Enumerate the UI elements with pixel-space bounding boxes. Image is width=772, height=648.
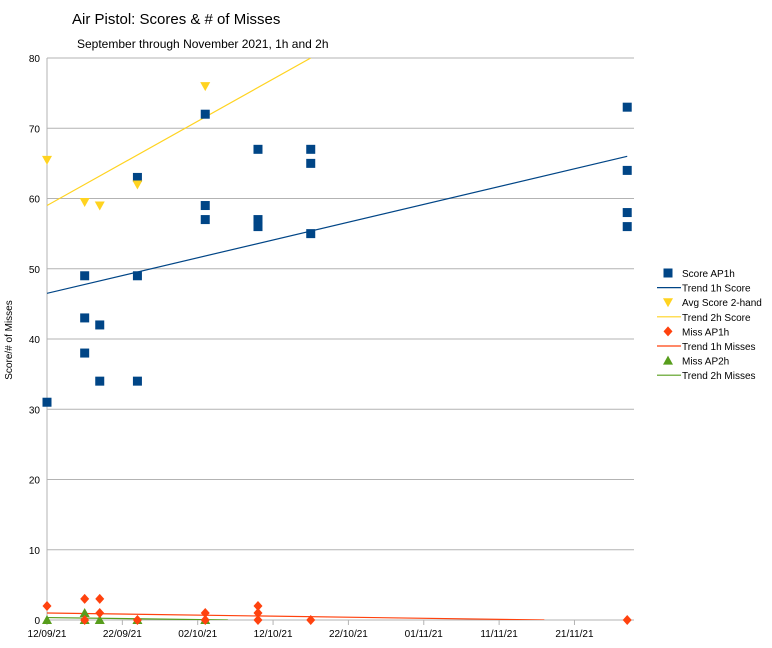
data-point [95, 320, 105, 330]
y-tick-label: 50 [29, 265, 41, 276]
legend-label: Trend 2h Misses [682, 371, 756, 382]
x-tick-label: 12/09/21 [28, 629, 67, 640]
legend-label: Miss AP1h [682, 327, 729, 338]
data-point [94, 615, 105, 624]
data-point [622, 208, 632, 218]
data-point [80, 348, 90, 358]
data-point [200, 615, 210, 625]
legend-label: Trend 1h Misses [682, 342, 756, 353]
data-point [306, 229, 316, 239]
data-point [253, 600, 263, 611]
trend-line [47, 58, 312, 207]
y-tick-label: 70 [29, 124, 41, 135]
data-point [253, 222, 263, 232]
legend-label: Trend 1h Score [682, 284, 751, 295]
data-point [42, 155, 52, 165]
y-tick-label: 0 [34, 616, 40, 627]
data-point [132, 271, 142, 281]
data-point [132, 172, 142, 182]
y-axis-label: Score/# of Misses [4, 300, 15, 379]
data-point [95, 607, 105, 618]
data-point [253, 615, 263, 625]
x-tick-label: 21/11/21 [555, 629, 594, 640]
chart-subtitle: September through November 2021, 1h and … [77, 37, 329, 51]
data-point [80, 271, 90, 281]
y-tick-label: 40 [29, 335, 41, 346]
y-tick-label: 60 [29, 195, 41, 206]
legend-swatch [663, 298, 673, 308]
data-point [622, 222, 632, 232]
data-point [200, 82, 211, 92]
legend-label: Miss AP2h [682, 357, 729, 368]
y-tick-label: 30 [29, 405, 41, 416]
data-point [200, 215, 210, 225]
data-point [253, 607, 263, 618]
data-point [306, 144, 316, 154]
legend-swatch [663, 355, 673, 365]
x-tick-label: 02/10/21 [178, 629, 217, 640]
data-point [306, 615, 316, 625]
data-point [94, 201, 105, 211]
legend-label: Trend 2h Score [682, 313, 751, 324]
x-tick-label: 01/11/21 [405, 629, 444, 640]
data-point [79, 198, 90, 208]
data-point [79, 607, 90, 617]
data-point [80, 615, 90, 625]
data-point [95, 376, 105, 386]
data-point [132, 376, 142, 386]
data-point [306, 158, 316, 168]
legend-label: Score AP1h [682, 269, 735, 280]
y-tick-label: 10 [29, 546, 41, 557]
legend-swatch [663, 268, 673, 278]
data-point [80, 593, 90, 604]
data-point [42, 600, 52, 611]
x-tick-label: 22/10/21 [329, 629, 368, 640]
data-point [200, 607, 210, 618]
data-point [622, 615, 632, 625]
y-tick-label: 80 [29, 54, 41, 65]
data-point [253, 215, 263, 225]
legend-swatch [663, 326, 673, 337]
data-point [95, 593, 105, 604]
trend-line [47, 612, 545, 620]
data-point [132, 180, 143, 190]
x-tick-label: 12/10/21 [254, 629, 293, 640]
data-point [622, 165, 632, 175]
x-tick-label: 11/11/21 [480, 629, 518, 640]
data-point [200, 201, 210, 211]
data-point [253, 144, 263, 154]
trend-line [47, 155, 628, 294]
data-point [42, 397, 52, 407]
data-point [80, 313, 90, 323]
chart-title: Air Pistol: Scores & # of Misses [72, 11, 280, 28]
y-tick-label: 20 [29, 476, 41, 487]
data-point [132, 615, 142, 625]
data-point [42, 615, 52, 624]
data-point [200, 109, 210, 119]
x-tick-label: 22/09/21 [103, 629, 142, 640]
data-point [622, 102, 632, 112]
legend-label: Avg Score 2-hand [682, 298, 762, 309]
